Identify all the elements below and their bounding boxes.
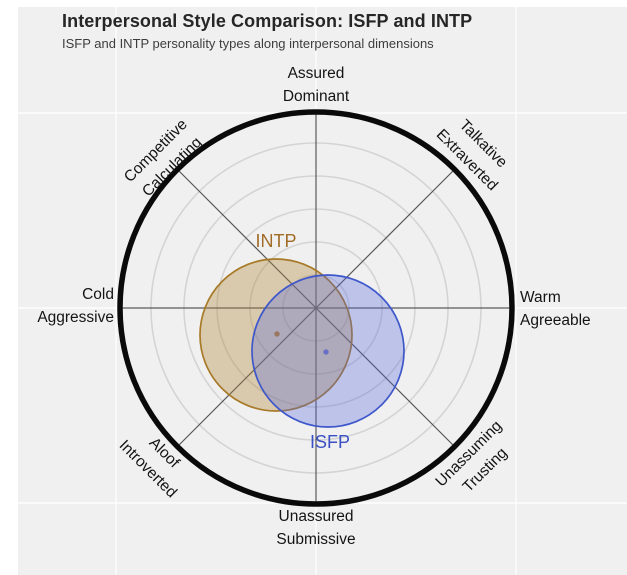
intp-series-label: INTP — [255, 231, 297, 251]
axis-label-line: Dominant — [282, 88, 350, 105]
axis-label-assured-dominant: Assured Dominant — [216, 62, 416, 108]
page-subtitle: ISFP and INTP personality types along in… — [62, 36, 434, 51]
axis-label-line: Warm — [520, 289, 561, 306]
axis-label-line: Aggressive — [37, 309, 114, 326]
axis-label-cold-aggressive: Cold Aggressive — [0, 283, 114, 329]
axis-label-warm-agreeable: Warm Agreeable — [520, 286, 627, 332]
intp-mean-point — [274, 331, 280, 337]
outer-ring — [117, 109, 515, 507]
axis-label-line: Unassured — [278, 508, 354, 525]
axis-label-line: Assured — [287, 65, 345, 82]
page-title: Interpersonal Style Comparison: ISFP and… — [62, 11, 473, 31]
axis-label-line: Agreeable — [520, 312, 591, 329]
isfp-mean-point — [323, 349, 329, 355]
isfp-series-label: ISFP — [309, 432, 350, 452]
axis-spokes — [120, 112, 512, 504]
axis-label-line: Submissive — [276, 531, 356, 548]
axis-label-unassured-submissive: Unassured Submissive — [216, 505, 416, 551]
axis-label-line: Cold — [82, 286, 114, 303]
